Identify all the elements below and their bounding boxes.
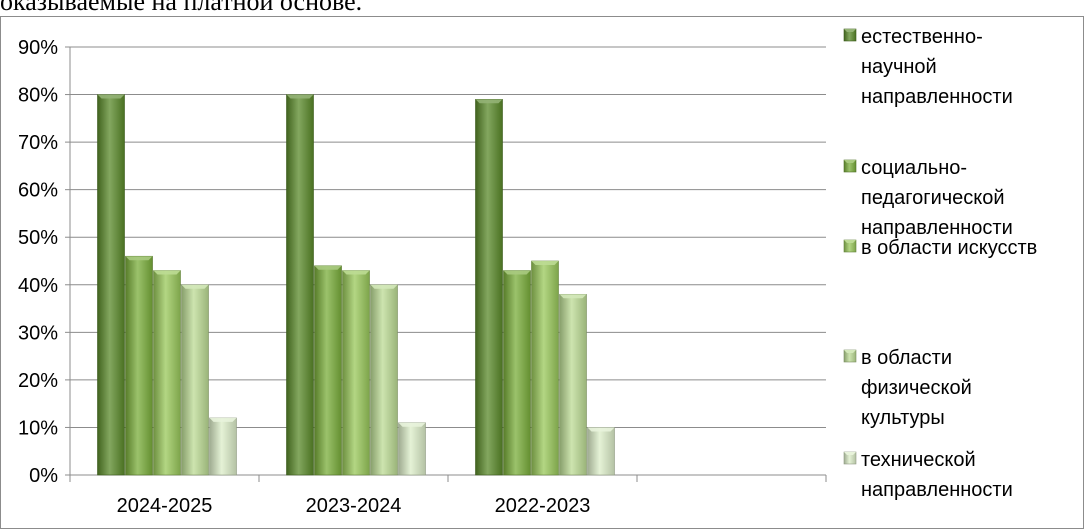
legend-label: направленности xyxy=(861,217,1013,239)
bar xyxy=(342,270,370,476)
legend-label: в области искусств xyxy=(861,237,1037,259)
legend-entry: технической направленности xyxy=(843,449,1013,501)
legend-entry: в области физической культуры xyxy=(843,347,972,429)
legend: естественно-научнойнаправленностисоциаль… xyxy=(843,26,1037,501)
axes: 0% 10% 20% 30% 40% 50% 60% 70% 80% 90% 2024-2025 20… xyxy=(18,37,827,517)
y-tick-label: 90% xyxy=(18,37,58,59)
chart-caption: оказываемые на платной основе. xyxy=(0,0,363,16)
legend-label: естественно- xyxy=(861,26,983,48)
legend-swatch xyxy=(843,28,857,42)
bar xyxy=(370,284,398,476)
y-tick-label: 30% xyxy=(18,322,58,344)
y-tick-label: 80% xyxy=(18,85,58,107)
bar xyxy=(153,270,181,476)
legend-label: научной xyxy=(861,56,937,78)
bar xyxy=(97,94,125,476)
bar xyxy=(209,417,237,476)
legend-swatch xyxy=(843,239,857,253)
y-tick-label: 0% xyxy=(29,465,58,487)
legend-swatch xyxy=(843,349,857,363)
bar xyxy=(398,422,426,476)
legend-label: культуры xyxy=(861,407,945,429)
y-tick-label: 40% xyxy=(18,275,58,297)
bar xyxy=(125,255,153,476)
y-tick-label: 10% xyxy=(18,417,58,439)
legend-label: технической xyxy=(861,449,976,471)
bar xyxy=(475,99,503,476)
x-tick-label: 2022-2023 xyxy=(495,495,591,517)
legend-entry: в области искусств xyxy=(843,237,1037,259)
legend-label: социально- xyxy=(861,157,967,179)
bars xyxy=(97,94,615,476)
x-tick-label: 2023-2024 xyxy=(306,495,402,517)
legend-label: направленности xyxy=(861,479,1013,501)
legend-label: педагогической xyxy=(861,187,1005,209)
chart-frame xyxy=(0,16,1084,529)
y-tick-label: 20% xyxy=(18,370,58,392)
bar xyxy=(503,270,531,476)
legend-swatch xyxy=(843,451,857,465)
legend-label: в области xyxy=(861,347,952,369)
bar xyxy=(587,427,615,476)
bar xyxy=(531,260,559,476)
bar xyxy=(314,265,342,476)
y-tick-label: 60% xyxy=(18,180,58,202)
legend-entry: социально-педагогической направленности xyxy=(843,157,1013,239)
legend-label: физической xyxy=(861,377,972,399)
y-tick-label: 70% xyxy=(18,132,58,154)
legend-entry: естественно-научной направленности xyxy=(843,26,1013,108)
bar xyxy=(559,293,587,476)
legend-swatch xyxy=(843,159,857,173)
bar xyxy=(181,284,209,476)
legend-label: направленности xyxy=(861,86,1013,108)
bar xyxy=(286,94,314,476)
y-tick-label: 50% xyxy=(18,227,58,249)
x-tick-label: 2024-2025 xyxy=(117,495,213,517)
